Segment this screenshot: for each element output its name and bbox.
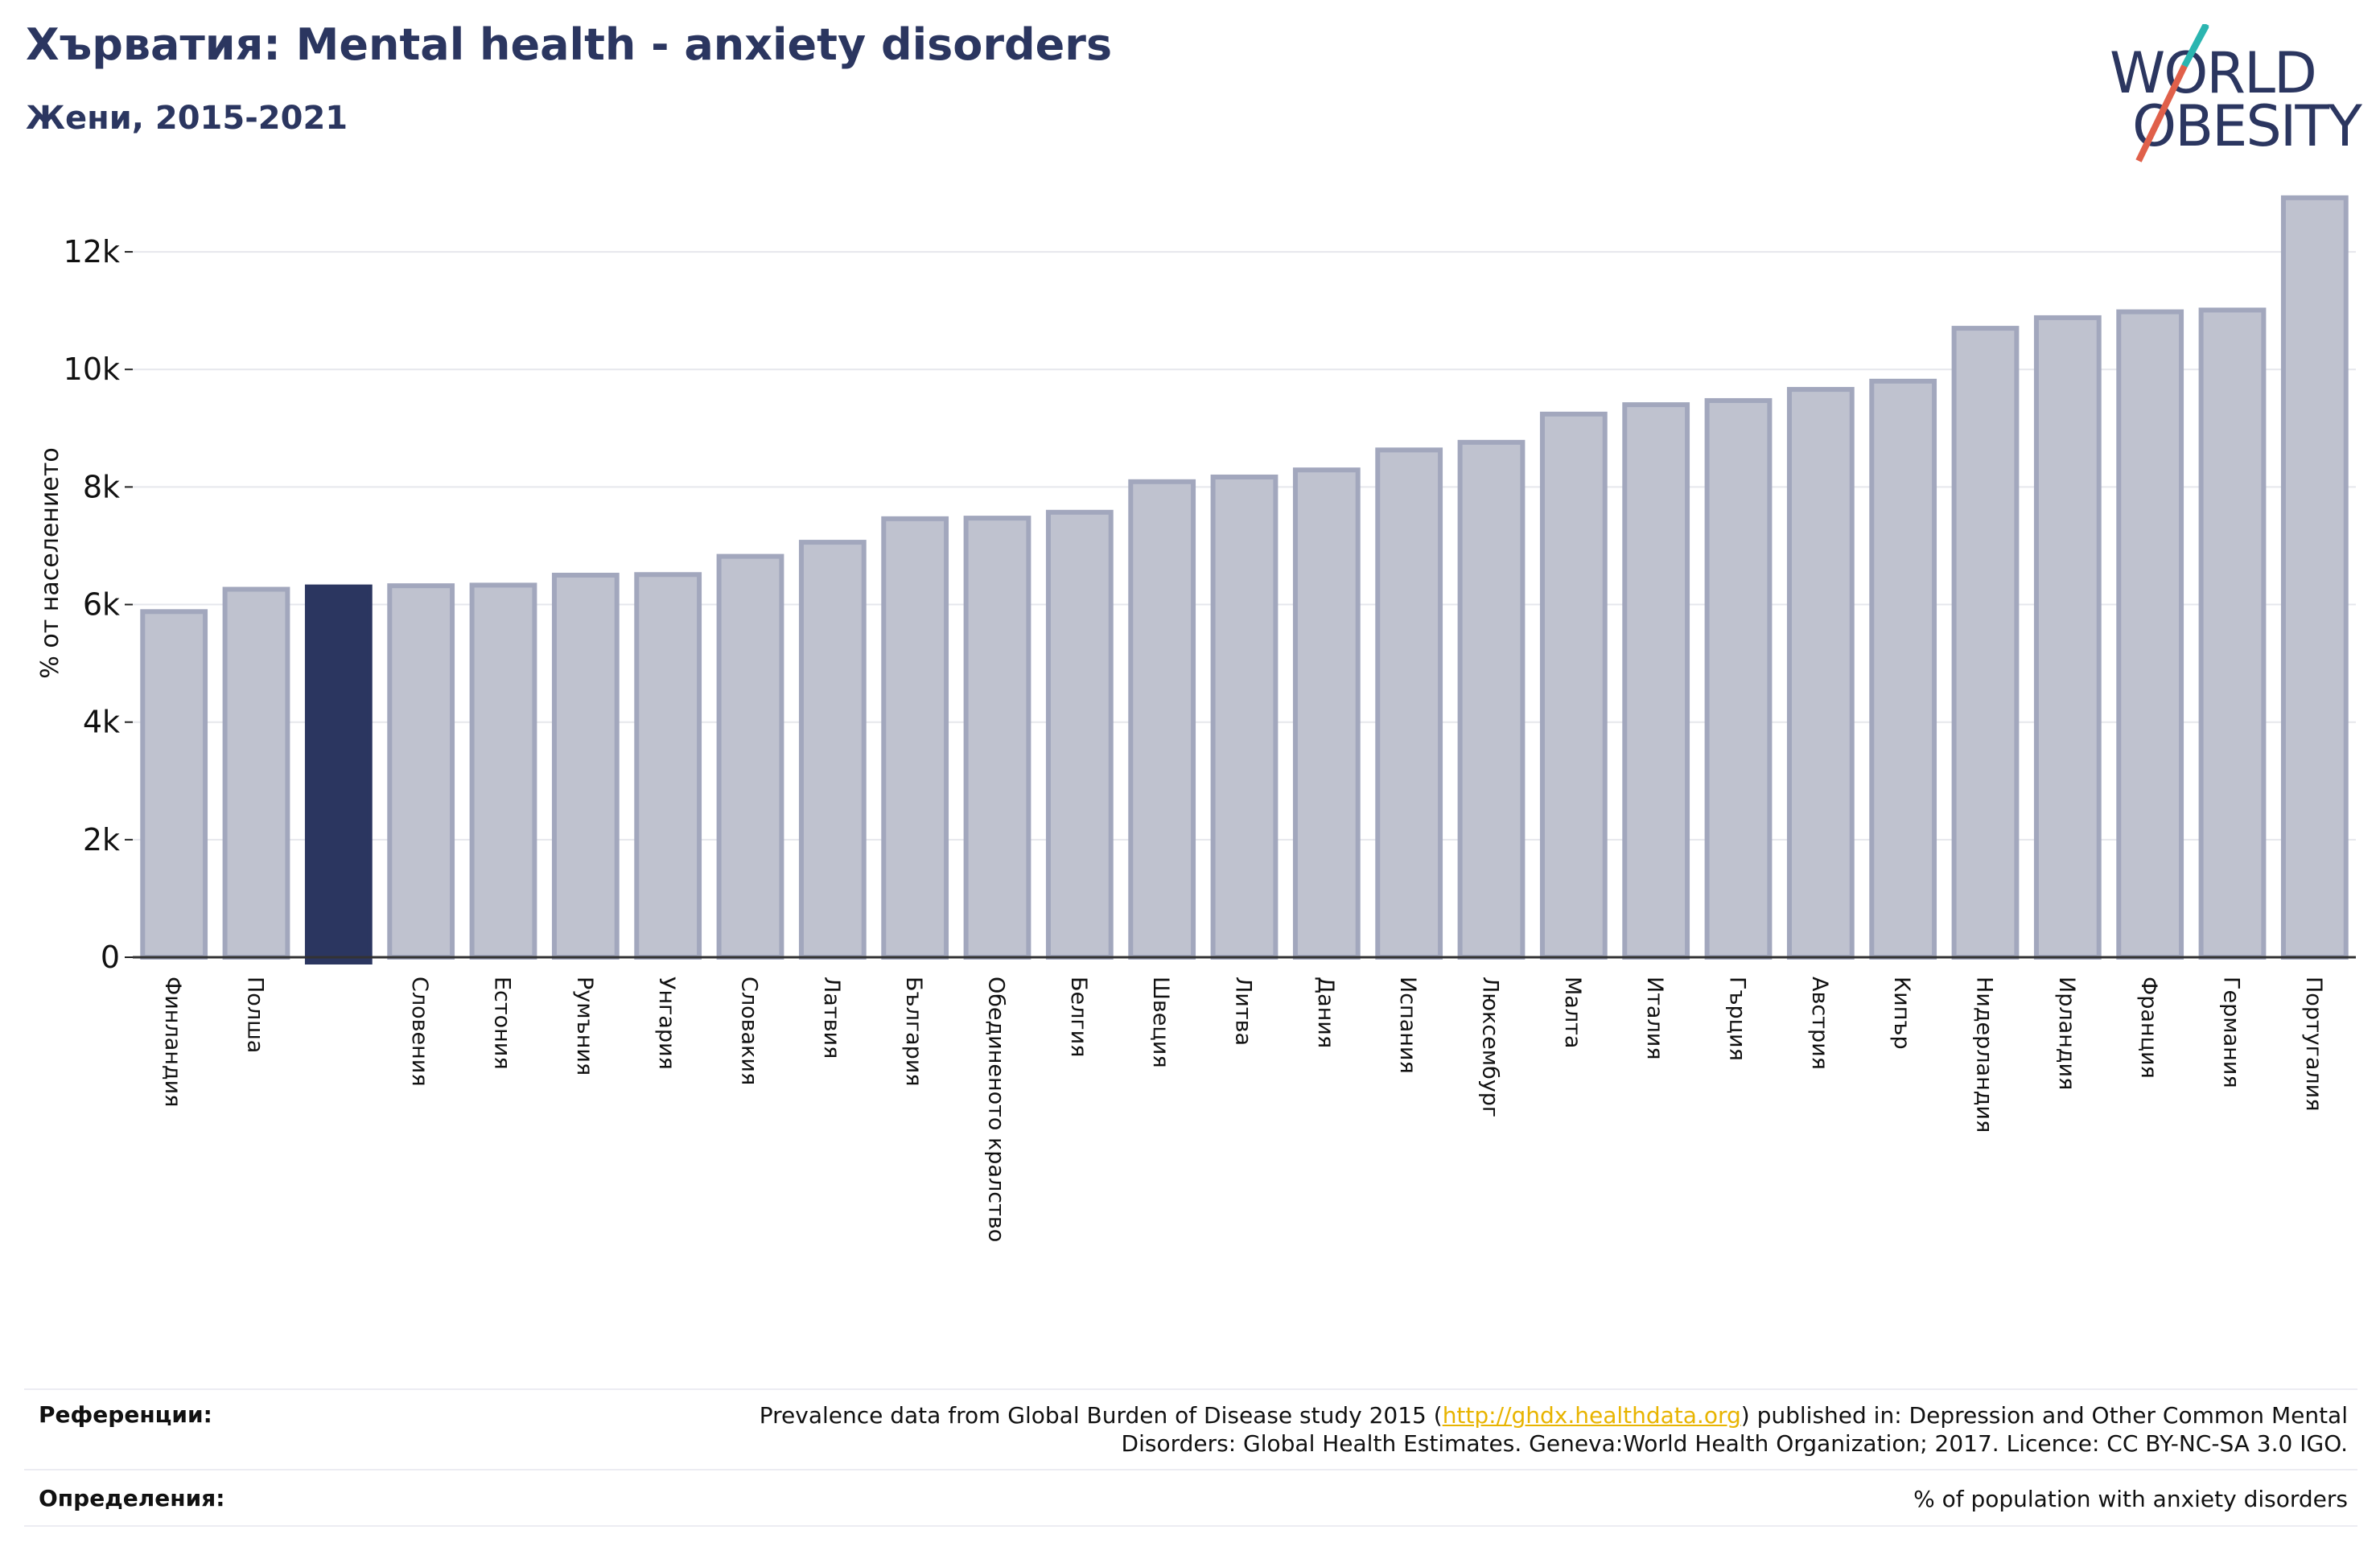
x-tick-label: Кипър <box>1889 977 1914 1050</box>
x-tick-label: Словакия <box>737 977 762 1085</box>
bar <box>1622 402 1690 960</box>
bar <box>2198 307 2267 960</box>
references-post: ) published in: Depression and Other Com… <box>1740 1402 2348 1429</box>
x-tick-label: Австрия <box>1807 977 1832 1070</box>
bar <box>634 572 702 960</box>
logo-line2: OBESITY <box>2132 93 2362 159</box>
y-tick-label: 0 <box>101 940 120 975</box>
bar <box>963 516 1031 960</box>
references-link[interactable]: http://ghdx.healthdata.org <box>1442 1402 1741 1429</box>
logo-line1: WORLD <box>2110 40 2317 106</box>
bar <box>1539 411 1608 960</box>
y-tick-label: 2k <box>83 822 120 858</box>
bar <box>798 540 867 960</box>
x-tick-label: Латвия <box>819 977 844 1059</box>
chart-subtitle: Жени, 2015-2021 <box>26 100 348 137</box>
references-label: Референции: <box>39 1401 212 1428</box>
x-tick-label: Белгия <box>1066 977 1091 1057</box>
x-tick-label: Румъния <box>572 977 597 1076</box>
bar <box>551 573 620 960</box>
logo-slash-icon <box>2135 24 2209 162</box>
x-tick-label: Италия <box>1642 977 1667 1060</box>
bar <box>1128 479 1196 960</box>
bar <box>1704 397 1773 960</box>
bar <box>469 582 537 960</box>
bar <box>1457 439 1526 960</box>
references-text: Prevalence data from Global Burden of Di… <box>760 1401 2348 1458</box>
y-tick-label: 12k <box>64 234 120 269</box>
x-tick-label: Гърция <box>1725 977 1750 1061</box>
x-tick-label: Естония <box>490 977 515 1070</box>
x-tick-label: Малта <box>1560 977 1585 1048</box>
x-tick-label: Обединеното кралство <box>984 977 1009 1242</box>
x-tick-label: Ирландия <box>2054 977 2079 1090</box>
bars <box>140 195 2349 964</box>
y-tick-label: 6k <box>83 587 120 623</box>
bar-highlighted <box>304 584 373 964</box>
bar <box>2116 309 2184 960</box>
bar <box>140 609 208 960</box>
world-obesity-logo: WORLD OBESITY <box>2100 24 2374 169</box>
x-tick-label: Германия <box>2219 977 2244 1088</box>
bar <box>222 586 290 960</box>
y-tick-label: 4k <box>83 705 120 740</box>
x-axis: Финландия Полша Словения Естония Румъния Унга… <box>133 956 2356 1242</box>
x-tick-label: България <box>901 977 926 1087</box>
y-axis-label: % от населението <box>36 447 64 678</box>
bar <box>2280 195 2349 960</box>
bar <box>387 583 455 960</box>
bar <box>716 553 784 960</box>
bar-chart: 0 2k 4k 6k 8k 10k 12k Финландия Полша Словения Ес… <box>36 195 2356 1242</box>
x-tick-label: Дания <box>1313 977 1338 1048</box>
x-tick-label: Финландия <box>160 977 185 1107</box>
bar <box>1786 387 1855 960</box>
bar <box>1210 474 1279 960</box>
references-divider-top <box>24 1388 2357 1390</box>
definitions-text: % of population with anxiety disorders <box>1913 1486 2348 1512</box>
references-divider-bottom <box>24 1525 2357 1527</box>
x-tick-label: Литва <box>1231 977 1256 1046</box>
bar <box>1045 509 1114 960</box>
y-tick-label: 8k <box>83 469 120 504</box>
x-tick-label: Швеция <box>1148 977 1173 1068</box>
x-tick-label: Испания <box>1395 977 1420 1074</box>
x-tick-label: Люксембург <box>1478 977 1503 1117</box>
references-line2: Disorders: Global Health Estimates. Gene… <box>1121 1430 2348 1457</box>
bar <box>1375 447 1443 960</box>
references-divider-mid <box>24 1469 2357 1470</box>
x-tick-label: Франция <box>2136 977 2161 1079</box>
bar <box>1869 378 1937 960</box>
x-tick-label: Унгария <box>654 977 679 1070</box>
references-pre: Prevalence data from Global Burden of Di… <box>759 1402 1443 1429</box>
y-tick-label: 10k <box>64 352 120 387</box>
y-axis: 0 2k 4k 6k 8k 10k 12k <box>64 234 133 975</box>
x-tick-label: Полша <box>243 977 268 1053</box>
x-tick-label: Нидерландия <box>1972 977 1997 1133</box>
bar <box>2033 315 2102 960</box>
definitions-label: Определения: <box>39 1485 225 1511</box>
x-tick-label: Словения <box>407 977 432 1087</box>
chart-title: Хърватия: Mental health - anxiety disord… <box>26 19 1113 70</box>
bar <box>1951 326 2020 960</box>
bar <box>881 516 949 960</box>
bar <box>1292 467 1361 960</box>
x-tick-label: Португалия <box>2301 977 2326 1111</box>
